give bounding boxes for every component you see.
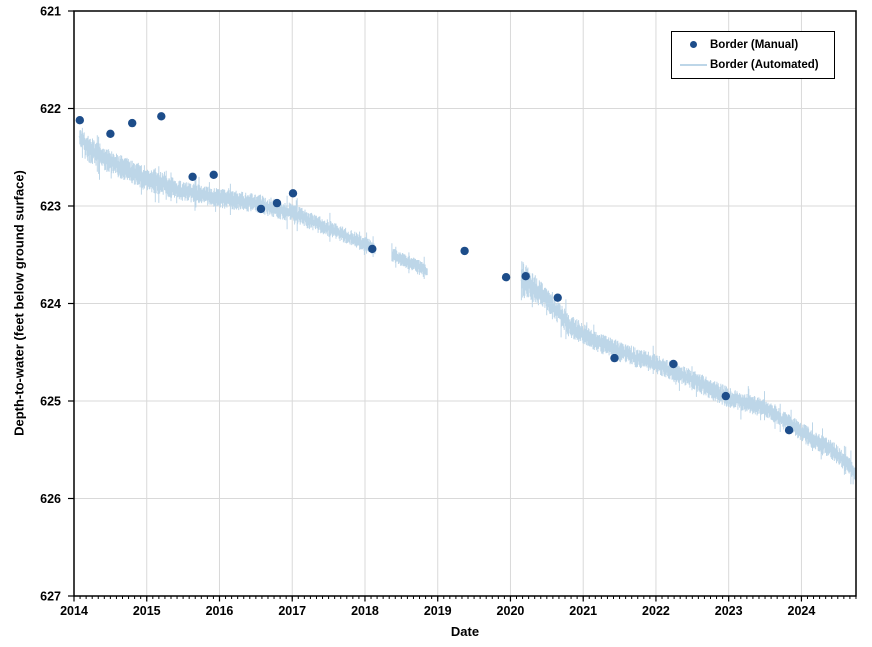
y-tick-label: 624	[40, 297, 61, 311]
axes: 2014 2015 2016 2017 2018 2019 2020 2021 2022 2023…	[40, 5, 857, 618]
automated-line-icon	[679, 64, 707, 67]
manual-data-point	[209, 170, 218, 179]
gridlines	[74, 11, 856, 596]
manual-data-point	[288, 189, 298, 198]
legend-automated-marker-wrap	[676, 64, 710, 67]
x-axis-title: Date	[450, 624, 480, 639]
y-tick-label: 627	[40, 590, 61, 604]
manual-point-icon	[689, 41, 697, 49]
legend-manual-marker-wrap	[676, 41, 710, 49]
manual-data-point	[610, 353, 619, 363]
y-tick-label: 626	[40, 492, 61, 506]
y-tick-label: 621	[40, 5, 61, 19]
manual-data-point	[460, 246, 469, 256]
manual-data-point	[106, 129, 115, 138]
manual-data-point	[368, 244, 377, 254]
manual-data-point	[501, 273, 511, 282]
manual-data-point	[721, 391, 730, 401]
x-tick-label: 2016	[206, 604, 234, 618]
x-tick-label: 2014	[60, 604, 88, 618]
x-tick-label: 2019	[424, 604, 452, 618]
legend-item-manual: Border (Manual)	[676, 35, 830, 55]
legend-item-automated: Border (Automated)	[676, 55, 830, 75]
manual-data-point	[188, 172, 197, 181]
y-axis-title: Depth-to-water (feet below ground surfac…	[11, 170, 27, 436]
series-border-manual	[75, 112, 794, 435]
x-tick-label: 2015	[133, 604, 161, 618]
x-tick-label: 2023	[715, 604, 743, 618]
x-tick-label: 2021	[569, 604, 597, 618]
x-tick-label: 2024	[788, 604, 816, 618]
x-tick-label: 2018	[351, 604, 379, 618]
legend-manual-label: Border (Manual)	[710, 38, 799, 51]
manual-data-point	[553, 293, 562, 302]
x-tick-label: 2022	[642, 604, 670, 618]
series-border-automated	[78, 127, 857, 485]
manual-data-point	[128, 118, 137, 128]
manual-data-point	[157, 112, 166, 121]
legend: Border (Manual) Border (Automated)	[671, 31, 835, 79]
manual-data-point	[75, 116, 85, 125]
y-tick-label: 625	[40, 395, 61, 409]
manual-data-point	[256, 204, 266, 214]
manual-data-point	[784, 426, 794, 435]
x-tick-label: 2020	[497, 604, 525, 618]
legend-automated-label: Border (Automated)	[710, 59, 819, 72]
y-tick-label: 623	[40, 200, 61, 214]
manual-data-point	[272, 198, 282, 208]
manual-data-point	[669, 359, 678, 369]
x-tick-label: 2017	[278, 604, 306, 618]
manual-data-point	[521, 272, 530, 281]
y-tick-label: 622	[40, 102, 61, 116]
